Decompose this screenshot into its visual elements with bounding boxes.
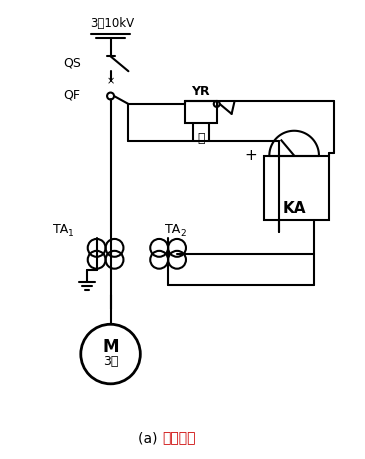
Text: +: + (244, 148, 257, 163)
Text: 3～10kV: 3～10kV (91, 17, 135, 30)
Text: 1: 1 (68, 230, 74, 239)
Text: M: M (102, 338, 119, 356)
Text: TA: TA (165, 224, 180, 236)
Text: ×: × (107, 76, 115, 86)
Text: TA: TA (53, 224, 68, 236)
Bar (264, 156, 329, 220)
Text: (a): (a) (138, 431, 162, 445)
Text: QS: QS (63, 57, 81, 70)
Text: 直流操作: 直流操作 (162, 431, 196, 445)
Text: －: － (197, 132, 205, 145)
Text: KA: KA (283, 201, 306, 216)
Text: YR: YR (192, 84, 210, 98)
Text: 2: 2 (180, 230, 186, 239)
Bar (185, 101, 217, 123)
Text: 3～: 3～ (103, 355, 118, 369)
Text: QF: QF (63, 89, 80, 101)
